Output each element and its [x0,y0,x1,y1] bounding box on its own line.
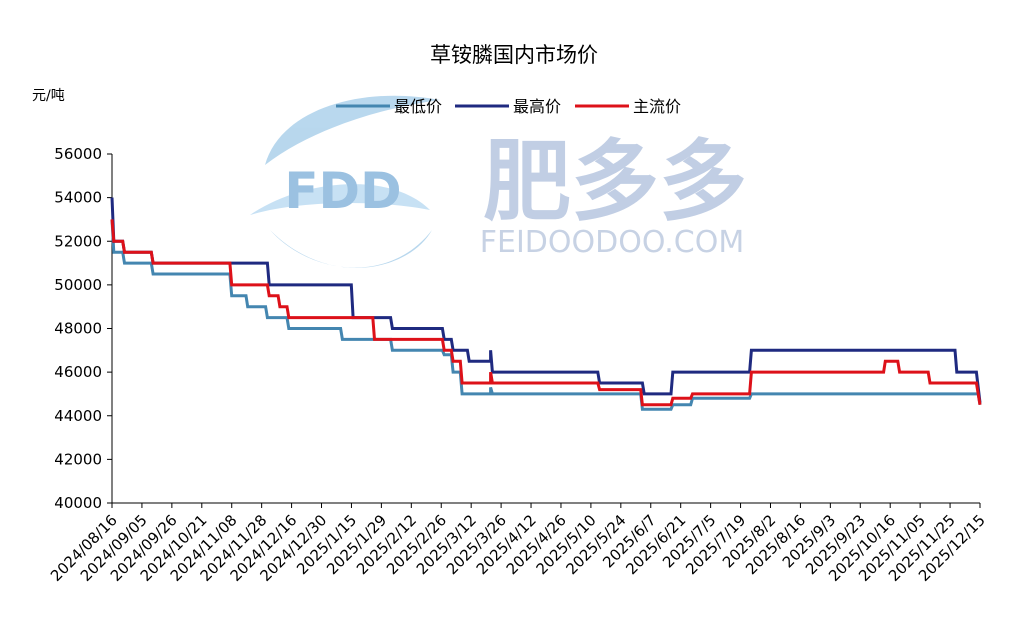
fdd-logo-text: FDD [284,162,401,220]
x-axis-ticks: 2024/08/162024/09/052024/09/262024/10/21… [47,503,989,585]
watermark-brand-en: FEIDOODOO.COM [480,225,744,260]
y-axis-unit: 元/吨 [32,88,65,104]
legend: 最低价 最高价 主流价 [336,97,681,116]
y-tick-label: 42000 [54,450,102,468]
y-tick-label: 46000 [54,363,102,381]
series-lines [110,197,982,411]
y-tick-label: 52000 [54,232,102,250]
chart-title: 草铵膦国内市场价 [430,43,598,67]
y-axis-ticks: 40000 42000 44000 46000 48000 50000 52000 54000… [54,145,112,512]
legend-label: 最高价 [513,97,561,116]
y-tick-label: 56000 [54,145,102,163]
series-line-3 [110,219,982,407]
y-tick-label: 54000 [54,189,102,207]
legend-label: 最低价 [394,97,442,116]
feidoodoo-watermark: FDD 肥多多 FEIDOODOO.COM [250,95,747,268]
y-tick-label: 50000 [54,276,102,294]
watermark-brand-cn: 肥多多 [483,130,747,233]
y-tick-label: 48000 [54,320,102,338]
fdd-logo: FDD [250,95,440,268]
y-tick-label: 40000 [54,494,102,512]
y-tick-label: 44000 [54,407,102,425]
legend-label: 主流价 [633,97,681,116]
